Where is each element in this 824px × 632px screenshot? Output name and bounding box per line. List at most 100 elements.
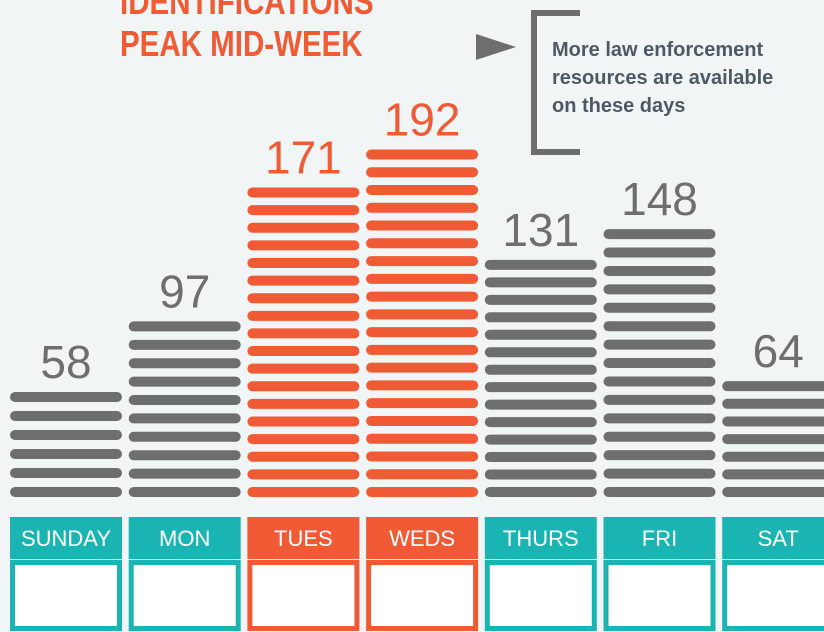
bar-stripe (366, 415, 479, 426)
bar-stripe (722, 434, 824, 445)
bar-stripe (247, 346, 360, 357)
bar-stripe (247, 363, 360, 374)
bar-stripe (128, 431, 241, 442)
x-tick-label: SAT (758, 526, 799, 551)
bar-stripe (128, 358, 241, 369)
bar-stripe (247, 205, 360, 216)
day-slot (366, 560, 479, 631)
bar-stripe (366, 433, 479, 444)
bar-stripe (366, 291, 479, 302)
bar-stripe (603, 413, 716, 424)
bar-stripe (128, 339, 241, 350)
bar-stripe (247, 240, 360, 251)
bar-stripe (366, 451, 479, 462)
bar-stripe (484, 452, 597, 463)
bar-stripe (366, 238, 479, 249)
bar-stripe (366, 202, 479, 213)
annotation: resources are available (552, 67, 773, 89)
bar-stripe (366, 220, 479, 231)
bar-stripe (603, 265, 716, 276)
bar-stripe (722, 487, 824, 497)
bar-stripe (603, 229, 716, 240)
bar-stripe (484, 312, 597, 323)
bar-stripe (247, 328, 360, 339)
bar (722, 381, 824, 497)
x-tick-label: TUES (274, 526, 333, 551)
bar-stripe (10, 411, 122, 422)
bar-stripe (128, 450, 241, 461)
bar-stripe (366, 256, 479, 267)
bar-stripe (484, 277, 597, 288)
chart-title: IDENTIFICATIONS (120, 0, 374, 22)
value-label: 97 (159, 265, 210, 317)
value-label: 64 (753, 325, 804, 377)
x-tick-label: WEDS (389, 526, 455, 551)
day-slot (10, 560, 122, 631)
bar-stripe (484, 434, 597, 445)
bar-stripe (603, 302, 716, 313)
x-tick-label: FRI (642, 526, 677, 551)
bar-stripe (484, 487, 597, 497)
day-slot (722, 560, 824, 631)
bar-stripe (722, 398, 824, 409)
day-box (247, 517, 360, 559)
bar-stripe (247, 381, 360, 392)
bar-stripe (603, 376, 716, 387)
day-box (484, 517, 597, 559)
bar-stripe (247, 310, 360, 321)
value-label: 148 (621, 173, 698, 225)
bar-stripe (247, 416, 360, 427)
bar-stripe (484, 347, 597, 358)
bar-stripe (603, 450, 716, 461)
day-box (366, 517, 479, 559)
x-tick-label: SUNDAY (21, 526, 111, 551)
bar (366, 149, 479, 497)
bar-stripe (484, 399, 597, 410)
bar-stripe (247, 487, 360, 497)
bar-stripe (247, 398, 360, 409)
day-box (128, 517, 241, 559)
value-label: 192 (384, 93, 461, 145)
bar-stripe (484, 294, 597, 305)
day-box (722, 517, 824, 559)
bar-stripe (603, 247, 716, 258)
annotation: on these days (552, 95, 685, 117)
annotation: More law enforcement (552, 39, 764, 61)
x-tick-label: MON (159, 526, 210, 551)
chart-title: PEAK MID-WEEK (120, 23, 363, 63)
bar-stripe (366, 344, 479, 355)
bar-stripe (10, 468, 122, 479)
bar-stripe (722, 381, 824, 392)
value-label: 131 (502, 204, 579, 256)
value-label: 58 (40, 336, 91, 388)
bar-stripe (603, 321, 716, 332)
bar-stripe (603, 284, 716, 295)
bar-stripe (10, 430, 122, 441)
bar-stripe (366, 327, 479, 338)
bar-stripe (366, 149, 479, 160)
bar-stripe (366, 469, 479, 480)
bar-stripe (10, 487, 122, 497)
bar-stripe (366, 309, 479, 320)
day-slot (247, 560, 360, 631)
bar-stripe (247, 434, 360, 445)
bar-stripe (366, 380, 479, 391)
day-box (10, 517, 122, 559)
bar-stripe (484, 469, 597, 480)
bar-stripe (484, 259, 597, 270)
bar-stripe (128, 468, 241, 479)
bar-stripe (603, 339, 716, 350)
bar-stripe (128, 413, 241, 424)
bar-stripe (128, 376, 241, 387)
day-slot (128, 560, 241, 631)
value-label: 171 (265, 131, 342, 183)
bar (484, 259, 597, 497)
bar-stripe (128, 395, 241, 406)
bar-stripe (247, 451, 360, 462)
bar (603, 229, 716, 497)
bar-stripe (366, 273, 479, 284)
bar-stripe (247, 469, 360, 480)
bar-stripe (603, 468, 716, 479)
bar (247, 187, 360, 497)
